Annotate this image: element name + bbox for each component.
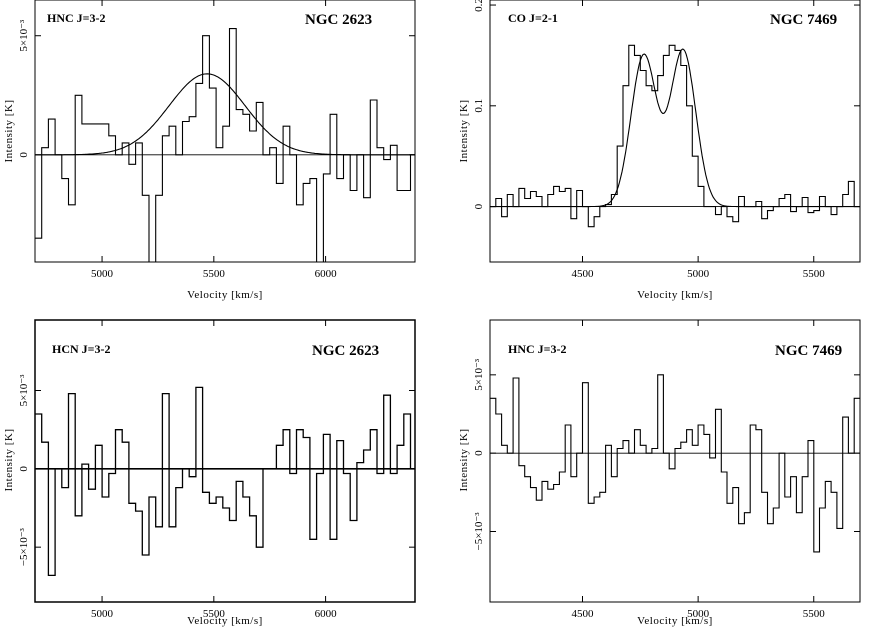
x-axis-label: Velocity [km/s] xyxy=(637,615,713,627)
gaussian-fit-curve xyxy=(490,48,860,208)
panel-ngc2623-hnc: 5000 5500 6000 0 5×10⁻³ HNC J=3-2 NGC 2623 V… xyxy=(3,0,416,301)
galaxy-label: NGC 2623 xyxy=(305,12,372,28)
plot-area: 4500 5000 5500 −5×10⁻³ 0 5×10⁻³ xyxy=(473,320,860,620)
line-label: CO J=2-1 xyxy=(508,11,558,25)
y-axis-label: Intensity [K] xyxy=(458,99,470,162)
y-tick-label: 0 xyxy=(473,450,485,456)
plot-frame xyxy=(34,0,416,263)
y-axis-label: Intensity [K] xyxy=(3,99,15,162)
y-tick-label: 5×10⁻³ xyxy=(18,19,30,52)
x-tick-label: 5000 xyxy=(687,608,710,620)
line-label: HCN J=3-2 xyxy=(52,342,111,356)
x-tick-label: 5000 xyxy=(91,268,114,280)
panel-ngc7469-hnc: 4500 5000 5500 −5×10⁻³ 0 5×10⁻³ HNC J=3-2 NGC… xyxy=(458,319,861,627)
plot-frame xyxy=(489,319,861,603)
y-tick-label: 0 xyxy=(18,466,30,472)
plot-area: 4500 5000 5500 0 0.1 0.2 xyxy=(473,0,860,280)
x-tick-label: 5000 xyxy=(91,608,114,620)
plot-frame xyxy=(489,0,861,263)
x-tick-label: 4500 xyxy=(572,268,595,280)
panel-ngc2623-hcn: 5000 5500 6000 −5×10⁻³ 0 5×10⁻³ HCN J=3-2 NGC… xyxy=(3,319,416,627)
y-tick-label: 0 xyxy=(18,152,30,158)
galaxy-label: NGC 7469 xyxy=(770,12,837,28)
x-tick-label: 5500 xyxy=(803,608,826,620)
x-tick-label: 6000 xyxy=(315,608,338,620)
y-tick-label: 0 xyxy=(473,203,485,209)
y-tick-label: 0.2 xyxy=(473,0,485,12)
spectrum-step-line xyxy=(35,28,415,263)
y-tick-label: 5×10⁻³ xyxy=(18,374,30,407)
x-tick-label: 5000 xyxy=(687,268,710,280)
y-tick-label: 5×10⁻³ xyxy=(473,358,485,391)
x-tick-label: 4500 xyxy=(572,608,595,620)
line-label: HNC J=3-2 xyxy=(47,11,106,25)
x-axis-label: Velocity [km/s] xyxy=(637,289,713,301)
spectrum-step-line xyxy=(35,386,415,577)
x-tick-label: 6000 xyxy=(315,268,338,280)
galaxy-label: NGC 2623 xyxy=(312,343,379,359)
y-tick-label: −5×10⁻³ xyxy=(473,512,485,551)
x-tick-label: 5500 xyxy=(203,608,226,620)
plot-area: 5000 5500 6000 −5×10⁻³ 0 5×10⁻³ xyxy=(18,320,415,620)
panel-ngc7469-co: 4500 5000 5500 0 0.1 0.2 CO J=2-1 NGC 7469 Ve… xyxy=(458,0,861,301)
x-tick-label: 5500 xyxy=(203,268,226,280)
plot-area: 5000 5500 6000 0 5×10⁻³ xyxy=(18,0,415,280)
spectrum-step-line xyxy=(490,374,860,553)
galaxy-label: NGC 7469 xyxy=(775,343,842,359)
plot-frame xyxy=(34,319,416,603)
x-axis-label: Velocity [km/s] xyxy=(187,615,263,627)
y-tick-label: 0.1 xyxy=(473,99,485,113)
y-tick-label: −5×10⁻³ xyxy=(18,527,30,566)
x-axis-label: Velocity [km/s] xyxy=(187,289,263,301)
y-axis-label: Intensity [K] xyxy=(458,428,470,491)
gaussian-fit-curve xyxy=(35,73,415,156)
x-tick-label: 5500 xyxy=(803,268,826,280)
y-axis-label: Intensity [K] xyxy=(3,428,15,491)
line-label: HNC J=3-2 xyxy=(508,342,567,356)
